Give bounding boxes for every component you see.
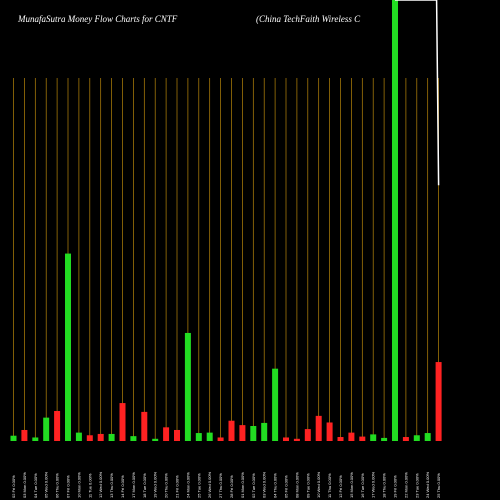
x-tick-label: 25 Thu 0.00% (436, 473, 441, 498)
bar-up (130, 436, 137, 441)
chart-title-company: (China TechFaith Wireless C (256, 14, 361, 24)
bar-down (86, 435, 93, 441)
x-tick-label: 25 Tue 0.00% (196, 473, 201, 498)
bar-down (337, 437, 344, 441)
bar-down (283, 437, 289, 441)
x-tick-label: 15 Mon 0.00% (349, 472, 354, 498)
x-tick-label: 05 Wed 0.00% (44, 471, 49, 498)
x-tick-label: 04 Thu 0.00% (273, 473, 278, 498)
bar-down (402, 437, 409, 441)
flow-line-group (395, 0, 440, 186)
x-tick-label: 20 Thu 0.00% (164, 473, 169, 498)
x-tick-label: 19 Wed 0.00% (153, 471, 158, 498)
x-tick-label: 17 Wed 0.00% (371, 471, 376, 498)
x-tick-label: 12 Wed 0.00% (98, 471, 103, 498)
bar-up (392, 0, 398, 441)
x-tick-label: 22 Mon 0.00% (403, 472, 408, 498)
x-tick-label: 10 Mon 0.00% (76, 472, 81, 498)
bar-down (326, 422, 333, 441)
bar-down (359, 436, 366, 441)
x-tick-label: 17 Mon 0.00% (131, 472, 136, 498)
bar-up (413, 435, 420, 441)
chart-title: MunafaSutra Money Flow Charts for CNTF (17, 14, 178, 24)
x-tick-label: 18 Thu 0.00% (382, 473, 387, 498)
x-tick-label: 24 Mon 0.00% (185, 472, 190, 498)
bar-up (272, 368, 279, 441)
x-tick-label: 14 Fri 0.00% (120, 475, 125, 498)
x-tick-label: 23 Tue 0.00% (414, 473, 419, 498)
bar-up (10, 435, 17, 441)
bar-down (293, 438, 300, 441)
x-tick-label: 28 Fri 0.00% (229, 475, 234, 498)
x-tick-label: 24 Wed 0.00% (425, 471, 430, 498)
x-tick-label: 09 Tue 0.00% (305, 473, 310, 498)
bar-up (184, 332, 191, 441)
x-tick-label: 10 Wed 0.00% (316, 471, 321, 498)
x-tick-label: 11 Thu 0.00% (327, 473, 332, 498)
x-tick-label: 06 Thu 0.00% (55, 473, 60, 498)
bar-up (32, 437, 39, 441)
bar-up (195, 433, 202, 441)
bar-down (348, 432, 355, 441)
bar-down (97, 433, 104, 441)
bar-down (435, 362, 442, 441)
bars-group (10, 0, 442, 441)
x-tick-label: 11 Tue 0.00% (87, 473, 92, 498)
bar-up (370, 434, 377, 441)
bar-down (228, 420, 235, 441)
x-tick-label: 21 Fri 0.00% (175, 475, 180, 498)
x-tick-label: 08 Mon 0.00% (294, 472, 299, 498)
bar-up (108, 433, 115, 441)
money-flow-line (395, 0, 440, 186)
bar-up (65, 253, 71, 441)
x-tick-label: 19 Fri 0.00% (393, 475, 398, 498)
x-tick-label: 13 Thu 0.00% (109, 473, 114, 498)
bar-down (239, 425, 246, 441)
x-tick-label: 03 Mon 0.00% (22, 472, 27, 498)
x-tick-labels: 02 Fri 0.00% 03 Mon 0.00% 04 Tue 0.00% 05 W… (11, 471, 441, 498)
x-tick-label: 27 Thu 0.00% (218, 473, 223, 498)
bar-up (152, 438, 159, 441)
x-tick-label: 03 Wed 0.00% (262, 471, 267, 498)
x-tick-label: 05 Fri 0.00% (284, 475, 289, 498)
bar-up (75, 432, 82, 441)
x-tick-label: 01 Mon 0.00% (240, 472, 245, 498)
bar-up (261, 422, 268, 441)
bar-down (163, 427, 170, 441)
x-tick-label: 02 Tue 0.00% (251, 473, 256, 498)
bar-down (174, 429, 180, 441)
bar-down (315, 415, 322, 441)
bar-up (43, 417, 50, 441)
bar-up (424, 433, 431, 441)
x-tick-label: 26 Wed 0.00% (207, 471, 212, 498)
bar-down (119, 403, 126, 441)
bar-down (21, 429, 28, 441)
x-tick-label: 16 Tue 0.00% (360, 473, 365, 498)
bar-up (381, 437, 388, 441)
x-tick-label: 18 Tue 0.00% (142, 473, 147, 498)
bar-up (206, 432, 213, 441)
bar-down (141, 411, 148, 441)
bar-down (54, 411, 61, 441)
bar-up (250, 426, 257, 441)
x-tick-label: 12 Fri 0.00% (338, 475, 343, 498)
bar-down (304, 429, 311, 441)
bar-down (217, 437, 224, 441)
x-tick-label: 02 Fri 0.00% (11, 475, 16, 498)
grid-lines (13, 78, 439, 441)
x-tick-label: 07 Fri 0.00% (66, 475, 71, 498)
x-tick-label: 04 Tue 0.00% (33, 473, 38, 498)
